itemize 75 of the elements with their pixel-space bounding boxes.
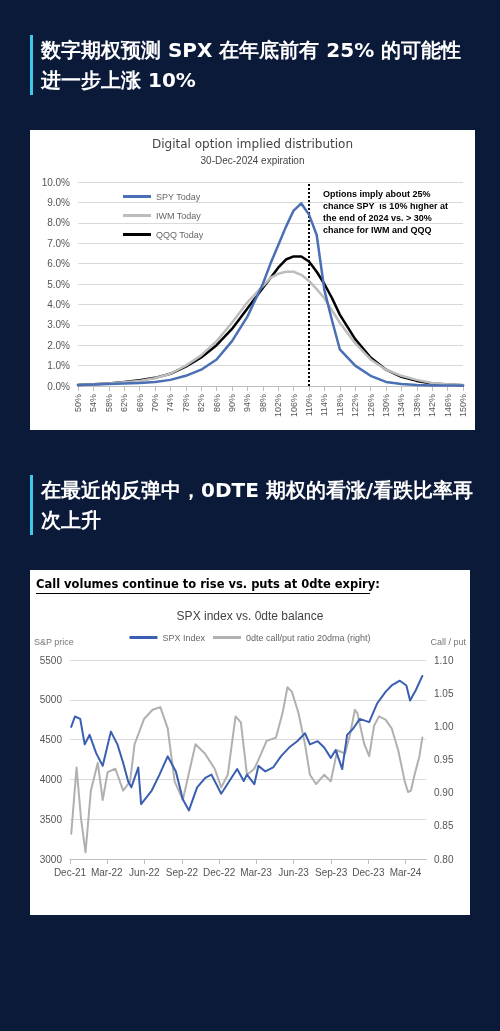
chart-subtitle: Digital option implied distribution: [152, 137, 353, 151]
legend-label: SPY Today: [156, 191, 201, 202]
line-series: [70, 674, 424, 812]
y2-tick-label: 1.10: [434, 654, 454, 666]
x-tick-label: 118%: [334, 394, 345, 417]
x-tick-label: 86%: [211, 394, 222, 413]
x-tick-label: 122%: [350, 394, 361, 418]
y2-tick-label: 1.05: [434, 687, 454, 699]
x-tick-label: 146%: [442, 394, 453, 418]
line-series: [70, 686, 424, 854]
legend-label: IWM Today: [156, 210, 202, 221]
x-tick-label: 106%: [288, 394, 299, 418]
x-tick-label: 150%: [458, 394, 468, 418]
chart-title: 数字期权预测 SPX 在年底前有 25% 的可能性进一步上涨 10%: [30, 35, 481, 95]
y2-tick-label: 1.00: [434, 720, 454, 732]
x-tick-label: 50%: [73, 394, 83, 413]
x-tick-label: 114%: [319, 394, 330, 417]
x-tick-label: 102%: [273, 394, 284, 418]
x-tick-label: Mar-23: [240, 866, 273, 878]
y-tick-label: 4500: [39, 734, 63, 746]
y-tick-label: 4.0%: [47, 298, 71, 310]
x-tick-label: 54%: [88, 394, 99, 413]
y-tick-label: 3500: [39, 813, 63, 825]
y2-tick-label: 0.95: [434, 754, 454, 765]
x-tick-label: 134%: [396, 394, 407, 418]
y-tick-label: 3000: [39, 853, 63, 865]
x-tick-label: 138%: [411, 394, 422, 418]
y-tick-label: 5500: [39, 654, 63, 666]
legend-label: SPX Index: [162, 632, 206, 643]
y-tick-label: 5.0%: [47, 278, 71, 290]
y-tick-label: 9.0%: [47, 196, 71, 208]
x-tick-label: Sep-22: [165, 866, 199, 878]
x-tick-label: 142%: [427, 394, 438, 418]
x-tick-label: Jun-23: [278, 866, 310, 878]
x-tick-label: 126%: [365, 394, 376, 418]
x-tick-label: 74%: [165, 394, 176, 413]
x-tick-label: Dec-21: [53, 866, 87, 878]
y-tick-label: 10.0%: [41, 176, 71, 188]
y-tick-label: 0.0%: [47, 380, 71, 392]
x-tick-label: 62%: [119, 394, 130, 413]
x-tick-label: Dec-23: [352, 866, 385, 878]
y2-tick-label: 0.90: [434, 787, 454, 799]
x-tick-label: Sep-23: [315, 866, 348, 878]
legend-label: 0dte call/put ratio 20dma (right): [245, 632, 371, 643]
x-tick-label: 82%: [196, 394, 207, 413]
y-tick-label: 8.0%: [47, 217, 71, 229]
y-tick-label: 6.0%: [47, 258, 71, 270]
x-tick-label: 98%: [257, 394, 268, 413]
y2-tick-label: 0.80: [434, 853, 454, 865]
y2-tick-label: 0.85: [434, 820, 454, 832]
y-tick-label: 4000: [39, 773, 63, 785]
x-tick-label: Dec-22: [203, 866, 236, 878]
legend-label: QQQ Today: [156, 229, 204, 240]
chart-subtitle: Call volumes continue to rise vs. puts at 0dte expiry:: [36, 577, 380, 591]
x-tick-label: 58%: [103, 394, 114, 413]
text: SPX index vs. 0dte balance: [176, 609, 324, 623]
text: 30-Dec-2024 expiration: [200, 154, 305, 166]
x-tick-label: 70%: [150, 394, 160, 413]
chart-title: 在最近的反弹中，0DTE 期权的看涨/看跌比率再次上升: [30, 475, 481, 535]
y-tick-label: 3.0%: [47, 319, 71, 331]
x-tick-label: 94%: [242, 394, 253, 413]
y2-axis-title: Call / put: [430, 636, 467, 647]
x-tick-label: 110%: [304, 394, 314, 417]
x-tick-label: 66%: [134, 394, 145, 413]
x-tick-label: 130%: [381, 394, 391, 418]
y-axis-title: S&P price: [34, 636, 74, 647]
x-tick-label: 90%: [227, 394, 237, 413]
y-tick-label: 1.0%: [47, 360, 71, 372]
x-tick-label: Mar-22: [90, 866, 124, 878]
y-tick-label: 7.0%: [47, 237, 71, 249]
x-tick-label: 78%: [180, 394, 191, 413]
x-tick-label: Jun-22: [129, 866, 161, 878]
x-tick-label: Mar-24: [389, 866, 422, 878]
y-tick-label: 5000: [39, 694, 63, 706]
y-tick-label: 2.0%: [47, 339, 71, 351]
